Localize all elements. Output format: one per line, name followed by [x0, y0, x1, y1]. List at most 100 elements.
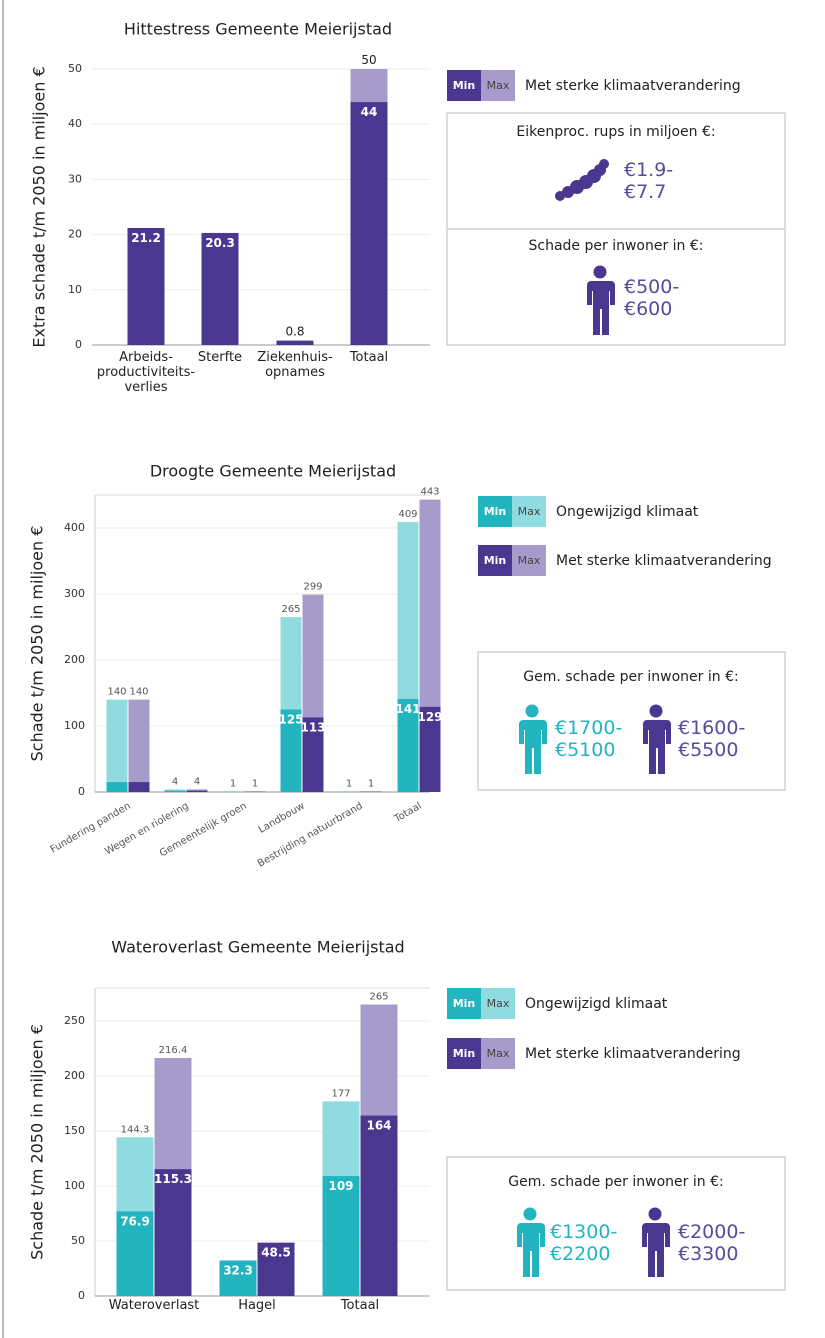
- bar-min: [419, 706, 441, 792]
- x-tick-label: Landbouw: [257, 801, 307, 836]
- value-label: 141: [395, 702, 420, 716]
- value-label: 1: [346, 778, 352, 789]
- value-label: 0.8: [285, 325, 304, 339]
- bar-min: [127, 227, 165, 345]
- value-label: 443: [420, 487, 439, 498]
- info-box: [446, 1156, 786, 1291]
- bar-min: [397, 698, 419, 792]
- legend-label: Max: [487, 1047, 510, 1060]
- value-label: 177: [331, 1088, 350, 1099]
- legend-max: [512, 545, 546, 576]
- info-value: €1700-€5100: [555, 717, 622, 761]
- y-tick-label: 100: [64, 719, 85, 732]
- value-label: 1: [252, 778, 258, 789]
- y-tick-label: 0: [78, 1289, 85, 1302]
- legend-label: Max: [487, 997, 510, 1010]
- y-tick-label: 400: [64, 521, 85, 534]
- y-tick-label: 30: [68, 172, 82, 185]
- bar-min: [350, 102, 388, 346]
- value-label: 4: [194, 776, 200, 787]
- chart-title: Hittestress Gemeente Meierijstad: [124, 20, 392, 39]
- y-tick-label: 50: [68, 62, 82, 75]
- person-icon: [587, 265, 615, 335]
- value-label: 113: [300, 720, 325, 734]
- value-label: 32.3: [223, 1263, 253, 1277]
- bar-min: [360, 1115, 398, 1296]
- value-label: 129: [417, 710, 442, 724]
- y-tick-label: 10: [68, 283, 82, 296]
- x-tick-label: Hagel: [238, 1298, 276, 1313]
- legend-entry: Met sterke klimaatverandering: [525, 1046, 741, 1062]
- info-value: €500-€600: [624, 276, 679, 320]
- legend-label: Min: [453, 1047, 476, 1060]
- x-tick-label: Arbeids-productiviteits-verlies: [97, 350, 195, 395]
- legend-max: [481, 988, 515, 1019]
- bar-min: [257, 1242, 295, 1296]
- y-tick-label: 100: [64, 1179, 85, 1192]
- bar-min: [106, 782, 128, 792]
- value-label: 1: [368, 778, 374, 789]
- legend-label: Max: [518, 505, 541, 518]
- y-axis-label: Schade t/m 2050 in miljoen €: [28, 1024, 47, 1260]
- y-tick-label: 200: [64, 1069, 85, 1082]
- y-tick-label: 0: [75, 338, 82, 351]
- legend-max: [512, 496, 546, 527]
- info-value: €1300-€2200: [550, 1221, 617, 1265]
- x-tick-label: Totaal: [349, 350, 388, 365]
- info-value: €1600-€5500: [678, 717, 745, 761]
- bar-min: [154, 1169, 192, 1296]
- legend-entry: Met sterke klimaatverandering: [556, 553, 772, 569]
- legend-label: Min: [453, 79, 476, 92]
- value-label: 44: [361, 105, 378, 119]
- legend-label: Max: [518, 554, 541, 567]
- legend-label: Min: [484, 554, 507, 567]
- legend-max: [481, 70, 515, 101]
- bar-min: [322, 1176, 360, 1296]
- value-label: 164: [366, 1119, 391, 1133]
- y-tick-label: 300: [64, 587, 85, 600]
- value-label: 4: [172, 776, 178, 787]
- x-tick-label: Sterfte: [198, 350, 242, 365]
- legend-min: [447, 988, 481, 1019]
- y-tick-label: 40: [68, 117, 82, 130]
- info-value: €1.9-€7.7: [624, 159, 673, 203]
- y-tick-label: 200: [64, 653, 85, 666]
- y-axis-label: Schade t/m 2050 in miljoen €: [28, 526, 47, 762]
- bar-min: [276, 340, 314, 345]
- chart-title: Wateroverlast Gemeente Meierijstad: [111, 938, 404, 957]
- value-label: 144.3: [121, 1124, 150, 1135]
- legend-entry: Ongewijzigd klimaat: [556, 504, 699, 520]
- person-icon: [519, 704, 547, 774]
- bar-min: [116, 1211, 154, 1296]
- chart-title: Droogte Gemeente Meierijstad: [150, 462, 396, 481]
- info-title: Gem. schade per inwoner in €:: [523, 669, 738, 685]
- legend-entry: Ongewijzigd klimaat: [525, 996, 668, 1012]
- x-tick-label: Bestrijding natuurbrand: [256, 801, 365, 870]
- value-label: 115.3: [154, 1172, 192, 1186]
- legend-min: [478, 545, 512, 576]
- y-tick-label: 0: [78, 785, 85, 798]
- value-label: 299: [303, 582, 322, 593]
- bar-min: [128, 782, 150, 792]
- value-label: 409: [398, 509, 417, 520]
- value-label: 216.4: [159, 1045, 188, 1056]
- bar-min: [219, 1260, 257, 1296]
- bar-max: [106, 699, 128, 792]
- x-tick-label: Wateroverlast: [109, 1298, 200, 1313]
- value-label: 140: [129, 687, 148, 698]
- person-icon: [517, 1207, 545, 1277]
- legend-entry: Met sterke klimaatverandering: [525, 78, 741, 94]
- legend-label: Min: [484, 505, 507, 518]
- legend-label: Min: [453, 997, 476, 1010]
- value-label: 109: [328, 1179, 353, 1193]
- info-value: €2000-€3300: [678, 1221, 745, 1265]
- info-title: Gem. schade per inwoner in €:: [508, 1174, 723, 1190]
- legend-max: [481, 1038, 515, 1069]
- y-tick-label: 50: [71, 1234, 85, 1247]
- legend-min: [447, 70, 481, 101]
- bar-min: [201, 232, 239, 345]
- value-label: 48.5: [261, 1246, 291, 1260]
- x-tick-label: Totaal: [392, 801, 424, 826]
